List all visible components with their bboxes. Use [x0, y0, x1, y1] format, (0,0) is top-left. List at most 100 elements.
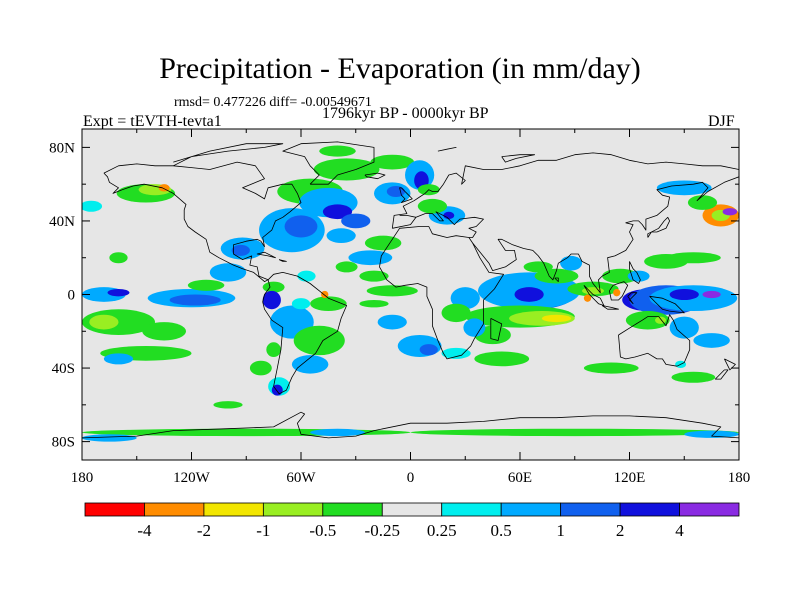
coastline	[399, 214, 417, 218]
x-tick-label: 60E	[508, 470, 532, 486]
anomaly-region	[671, 371, 716, 383]
coastline	[649, 295, 685, 314]
x-tick-label: 0	[407, 470, 415, 486]
anomaly-region	[209, 263, 247, 282]
x-tick-label: 120W	[173, 470, 211, 486]
anomaly-region	[656, 180, 712, 196]
anomaly-region	[291, 355, 329, 374]
coastline	[82, 411, 739, 439]
anomaly-region	[669, 288, 699, 301]
x-tick-label: 60W	[286, 470, 316, 486]
anomaly-region	[89, 314, 119, 330]
anomaly-region	[291, 298, 311, 310]
colorbar-label: 0.5	[491, 521, 512, 540]
anomaly-region	[293, 325, 345, 356]
anomaly-region	[655, 316, 667, 324]
period-subtitle: 1796kyr BP - 0000kyr BP	[322, 105, 489, 122]
colorbar-swatch	[322, 502, 383, 517]
anomaly-regions	[82, 145, 739, 442]
colorbar-swatch	[619, 502, 680, 517]
anomaly-region	[419, 344, 438, 356]
colorbar-label: 1	[556, 521, 565, 540]
anomaly-region	[625, 311, 670, 330]
coastline	[618, 314, 691, 367]
coastline	[601, 305, 619, 310]
anomaly-region	[310, 296, 347, 312]
anomaly-region	[386, 186, 406, 198]
x-tick-label: 180	[728, 470, 751, 486]
coastline	[173, 143, 284, 167]
anomaly-region	[602, 268, 639, 284]
anomaly-region	[326, 228, 356, 244]
anomaly-region	[266, 342, 281, 358]
x-axis: 180 120W 60W 0 60E 120E 180	[71, 129, 751, 486]
anomaly-region	[82, 200, 103, 212]
coastline	[379, 226, 505, 360]
anomaly-region	[514, 287, 544, 302]
y-tick-label: 80S	[52, 435, 75, 451]
y-tick-label: 40N	[49, 214, 75, 230]
anomaly-region	[335, 261, 358, 273]
anomaly-region	[702, 290, 721, 299]
anomaly-region	[583, 294, 592, 302]
colorbar-label: -0.5	[309, 521, 336, 540]
anomaly-region	[284, 215, 318, 238]
anomaly-region	[450, 287, 480, 310]
chart-title: Precipitation - Evaporation (in mm/day)	[159, 52, 641, 85]
anomaly-region	[313, 158, 380, 181]
anomaly-region	[341, 213, 371, 229]
anomaly-region	[443, 211, 455, 220]
colorbar-swatch	[679, 502, 740, 517]
y-tick-label: 0	[68, 288, 76, 304]
anomaly-region	[249, 360, 272, 376]
anomaly-region	[684, 430, 739, 438]
coastline	[472, 176, 739, 294]
anomaly-region	[583, 362, 639, 374]
anomaly-region	[322, 204, 353, 220]
anomaly-region	[142, 322, 187, 341]
y-tick-label: 40S	[52, 361, 75, 377]
colorbar-swatch	[500, 502, 562, 517]
coastline	[554, 277, 559, 283]
colorbar-swatch	[441, 502, 502, 517]
x-tick-label: 180	[71, 470, 94, 486]
coastline	[278, 259, 287, 262]
anomaly-region	[169, 294, 221, 306]
anomaly-region	[722, 208, 738, 216]
coastline	[724, 358, 736, 371]
colorbar-swatch	[381, 502, 443, 517]
coastline	[262, 271, 348, 395]
colorbar-swatch	[203, 502, 264, 517]
coastlines	[82, 141, 739, 439]
coastline	[647, 216, 670, 238]
anomaly-region	[310, 428, 365, 437]
anomaly-region	[109, 252, 128, 264]
anomaly-region	[359, 270, 389, 282]
anomaly-region	[541, 314, 572, 323]
anomaly-region	[127, 281, 146, 289]
colorbar-label: -1	[256, 521, 270, 540]
anomaly-region	[534, 268, 579, 284]
coastline	[282, 141, 375, 185]
anomaly-region	[370, 154, 415, 170]
anomaly-region	[366, 285, 418, 297]
anomaly-region	[107, 288, 130, 297]
coastline	[437, 146, 457, 152]
coastline	[399, 187, 413, 204]
coastline	[501, 154, 535, 163]
coastline	[609, 281, 629, 301]
x-tick-label: 120E	[614, 470, 646, 486]
colorbar-label: -2	[197, 521, 211, 540]
anomaly-region	[666, 252, 721, 264]
y-tick-label: 80N	[49, 140, 75, 156]
coastline	[392, 211, 484, 238]
colorbar-swatch	[84, 502, 145, 517]
anomaly-region	[463, 318, 486, 337]
colorbar-label: -4	[137, 521, 152, 540]
colorbar-label: 2	[616, 521, 625, 540]
coastline	[714, 369, 729, 380]
anomaly-region	[441, 303, 471, 323]
anomaly-region	[359, 300, 389, 308]
colorbar-label: 0.25	[427, 521, 457, 540]
